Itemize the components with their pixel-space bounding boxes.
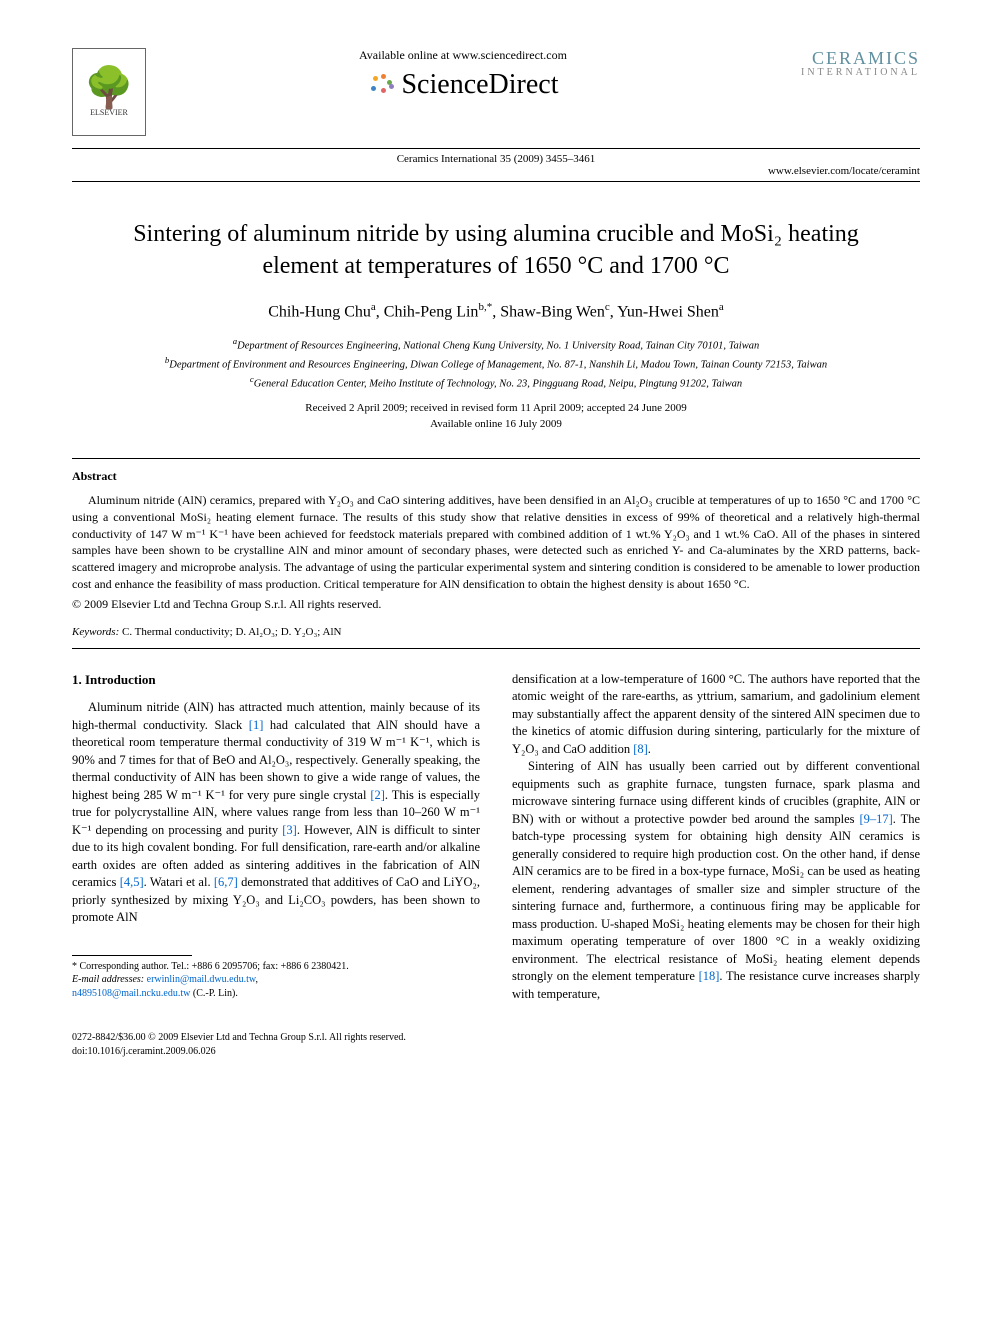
affiliation-b: Department of Environment and Resources … [169,359,827,370]
email-line: E-mail addresses: erwinlin@mail.dwu.edu.… [72,973,480,987]
ref-8[interactable]: [8] [633,742,648,756]
ref-2[interactable]: [2] [370,788,385,802]
abstract-heading: Abstract [72,469,920,484]
body-columns: 1. Introduction Aluminum nitride (AlN) h… [72,671,920,1004]
author-2: Chih-Peng Lin [384,303,479,320]
elsevier-tree-icon: 🌳 [84,68,134,108]
footer-line-1: 0272-8842/$36.00 © 2009 Elsevier Ltd and… [72,1031,920,1045]
para-1-continued: densification at a low-temperature of 16… [512,671,920,759]
available-online-text: Available online at www.sciencedirect.co… [146,48,780,63]
footnotes: * Corresponding author. Tel.: +886 6 209… [72,960,480,1001]
abstract-text: Aluminum nitride (AlN) ceramics, prepare… [72,492,920,593]
abstract-copyright: © 2009 Elsevier Ltd and Techna Group S.r… [72,597,920,612]
para-1: Aluminum nitride (AlN) has attracted muc… [72,699,480,927]
author-1: Chih-Hung Chu [268,303,371,320]
p1c-pre: densification at a low-temperature of 16… [512,672,920,756]
email-who: (C.-P. Lin). [190,988,238,999]
right-column: densification at a low-temperature of 16… [512,671,920,1004]
header-row: 🌳 ELSEVIER Available online at www.scien… [72,48,920,136]
ref-3[interactable]: [3] [282,823,297,837]
author-4: Yun-Hwei Shen [617,303,719,320]
sd-dots-icon [367,74,395,96]
elsevier-label: ELSEVIER [90,108,128,117]
elsevier-logo: 🌳 ELSEVIER [72,48,146,136]
sciencedirect-block: Available online at www.sciencedirect.co… [146,48,780,101]
email-2[interactable]: n4895108@mail.ncku.edu.tw [72,988,190,999]
section-1-heading: 1. Introduction [72,671,480,689]
page-footer: 0272-8842/$36.00 © 2009 Elsevier Ltd and… [72,1031,920,1058]
citation-line: Ceramics International 35 (2009) 3455–34… [72,148,920,165]
para-2: Sintering of AlN has usually been carrie… [512,758,920,1003]
received-line: Received 2 April 2009; received in revis… [305,402,686,414]
email-line-2: n4895108@mail.ncku.edu.tw (C.-P. Lin). [72,987,480,1001]
author-2-sup: b, [478,301,486,313]
affiliation-c: General Education Center, Meiho Institut… [254,378,742,389]
sciencedirect-logo: ScienceDirect [367,69,558,101]
keywords-text: C. Thermal conductivity; D. Al₂O₃; D. Y₂… [119,626,341,638]
keywords-line: Keywords: C. Thermal conductivity; D. Al… [72,626,920,638]
affiliation-a: Department of Resources Engineering, Nat… [237,341,759,352]
author-2-star: * [487,301,493,313]
affiliations: aDepartment of Resources Engineering, Na… [72,335,920,391]
keywords-label: Keywords: [72,626,119,638]
p2-m1: . The batch-type processing system for o… [512,812,920,984]
dates-block: Received 2 April 2009; received in revis… [72,401,920,432]
locate-line: www.elsevier.com/locate/ceramint [72,165,920,182]
author-4-sup: a [719,301,724,313]
ref-9-17[interactable]: [9–17] [859,812,892,826]
ref-4-5[interactable]: [4,5] [120,875,144,889]
journal-brand-sub: INTERNATIONAL [780,67,920,78]
ref-18[interactable]: [18] [699,969,720,983]
footnote-rule [72,955,192,956]
ref-6-7[interactable]: [6,7] [214,875,238,889]
page-container: 🌳 ELSEVIER Available online at www.scien… [0,0,992,1098]
author-1-sup: a [371,301,376,313]
author-3-sup: c [605,301,610,313]
authors-line: Chih-Hung Chua, Chih-Peng Linb,*, Shaw-B… [72,301,920,321]
article-title: Sintering of aluminum nitride by using a… [112,218,880,283]
abstract-body: Aluminum nitride (AlN) ceramics, prepare… [72,492,920,593]
sciencedirect-text: ScienceDirect [401,69,558,101]
journal-brand: CERAMICS INTERNATIONAL [780,48,920,78]
ref-1[interactable]: [1] [249,718,264,732]
left-column: 1. Introduction Aluminum nitride (AlN) h… [72,671,480,1004]
email-1[interactable]: erwinlin@mail.dwu.edu.tw [147,974,256,985]
rule-above-abstract [72,458,920,459]
p1-m4: . Watari et al. [144,875,214,889]
p1c-post: . [648,742,651,756]
email-sep: , [255,974,258,985]
online-line: Available online 16 July 2009 [430,418,562,430]
footer-line-2: doi:10.1016/j.ceramint.2009.06.026 [72,1045,920,1059]
journal-brand-title: CERAMICS [780,48,920,69]
rule-below-keywords [72,648,920,649]
email-label: E-mail addresses: [72,974,144,985]
corresponding-author: * Corresponding author. Tel.: +886 6 209… [72,960,480,974]
author-3: Shaw-Bing Wen [500,303,605,320]
